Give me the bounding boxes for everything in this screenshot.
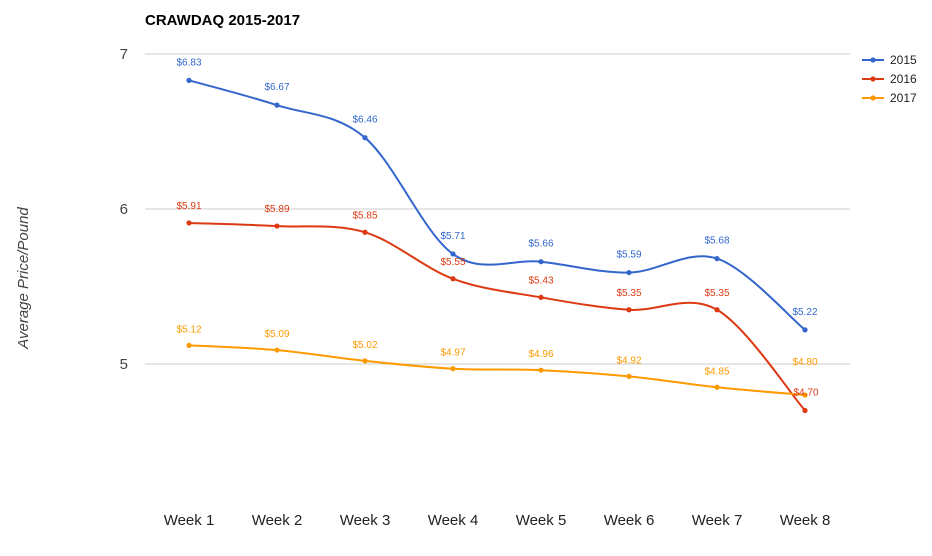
data-label: $6.67: [264, 82, 289, 93]
data-point: [538, 259, 544, 265]
data-point: [538, 367, 544, 373]
legend-label: 2017: [890, 91, 917, 105]
data-point: [362, 135, 368, 141]
legend-marker: [870, 57, 876, 63]
data-label: $5.35: [704, 288, 729, 299]
data-point: [450, 276, 456, 282]
legend-label: 2015: [890, 53, 917, 67]
data-point: [274, 223, 280, 229]
data-point: [714, 384, 720, 390]
series-line-2017: [188, 344, 806, 396]
data-label: $5.35: [616, 288, 641, 299]
data-label: $5.43: [528, 275, 553, 286]
data-label: $4.85: [704, 366, 729, 377]
data-point: [714, 256, 720, 262]
y-tick-label: 6: [120, 201, 128, 218]
data-label: $5.12: [176, 324, 201, 335]
x-tick-label: Week 5: [516, 512, 567, 529]
data-point: [802, 327, 808, 333]
data-label: $4.70: [793, 388, 818, 399]
data-label: $5.85: [352, 210, 377, 221]
data-point: [274, 347, 280, 353]
data-point: [450, 366, 456, 372]
data-label: $4.97: [440, 348, 465, 359]
data-label: $6.46: [352, 115, 377, 126]
data-point: [186, 220, 192, 226]
data-label: $5.68: [704, 236, 729, 247]
x-tick-label: Week 7: [692, 512, 743, 529]
data-label: $5.89: [264, 204, 289, 215]
y-tick-label: 7: [120, 46, 128, 63]
data-label: $5.02: [352, 340, 377, 351]
data-label: $5.55: [440, 257, 465, 268]
legend-marker: [870, 76, 876, 82]
data-labels: $6.83 $6.67 $6.46 $5.71 $5.66 $5.59 $5.68 $5.22…: [176, 57, 818, 398]
data-label: $5.66: [528, 239, 553, 250]
series-line-2015: [188, 79, 806, 331]
data-label: $4.92: [616, 355, 641, 366]
legend-item-2016[interactable]: 2016: [862, 72, 917, 86]
data-label: $5.09: [264, 329, 289, 340]
data-label: $5.22: [792, 307, 817, 318]
data-point: [450, 251, 456, 257]
data-label: $5.71: [440, 231, 465, 242]
x-tick-label: Week 6: [604, 512, 655, 529]
data-point: [186, 342, 192, 348]
data-point: [802, 392, 808, 398]
data-point: [274, 102, 280, 108]
data-label: $5.59: [616, 250, 641, 261]
x-tick-label: Week 2: [252, 512, 303, 529]
legend-item-2015[interactable]: 2015: [862, 53, 917, 67]
data-point: [538, 294, 544, 300]
series-line-2016: [188, 221, 806, 412]
x-tick-label: Week 3: [340, 512, 391, 529]
data-point: [626, 373, 632, 379]
x-axis-ticks: Week 1 Week 2 Week 3 Week 4 Week 5 Week 6 Week…: [164, 512, 831, 529]
data-point: [626, 269, 632, 276]
chart-title: CRAWDAQ 2015-2017: [145, 12, 300, 29]
data-label: $5.91: [176, 201, 201, 212]
y-axis-label: Average Price/Pound: [15, 207, 32, 350]
gridlines: [145, 53, 850, 365]
legend-item-2017[interactable]: 2017: [862, 91, 917, 105]
legend-label: 2016: [890, 72, 917, 86]
data-point: [626, 307, 632, 313]
data-point: [186, 77, 192, 83]
data-point: [362, 358, 368, 364]
series-points: [186, 77, 808, 414]
data-label: $4.96: [528, 349, 553, 360]
y-tick-label: 5: [120, 356, 128, 373]
x-tick-label: Week 8: [780, 512, 831, 529]
data-point: [362, 229, 368, 235]
legend[interactable]: 2015 2016 2017: [862, 53, 917, 105]
data-point: [714, 307, 720, 313]
x-tick-label: Week 4: [428, 512, 479, 529]
x-tick-label: Week 1: [164, 512, 215, 529]
data-label: $4.80: [792, 357, 817, 368]
legend-marker: [870, 95, 876, 101]
data-label: $6.83: [176, 57, 201, 68]
y-axis-ticks: 5 6 7: [120, 46, 128, 373]
data-point: [802, 407, 808, 414]
